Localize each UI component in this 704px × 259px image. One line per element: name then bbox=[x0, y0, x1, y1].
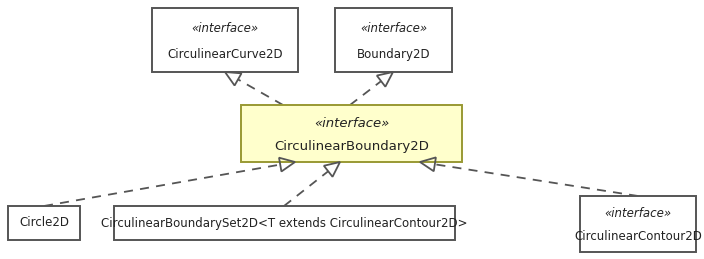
Bar bbox=[241, 105, 462, 162]
Text: Boundary2D: Boundary2D bbox=[357, 48, 430, 61]
Bar bbox=[580, 196, 696, 252]
Bar bbox=[335, 8, 452, 72]
Text: CirculinearBoundarySet2D<T extends CirculinearContour2D>: CirculinearBoundarySet2D<T extends Circu… bbox=[101, 217, 467, 229]
Text: CirculinearCurve2D: CirculinearCurve2D bbox=[167, 48, 283, 61]
Text: Circle2D: Circle2D bbox=[19, 217, 69, 229]
Bar bbox=[114, 206, 455, 240]
Text: «interface»: «interface» bbox=[314, 117, 389, 130]
Text: «interface»: «interface» bbox=[605, 207, 672, 220]
Bar bbox=[8, 206, 80, 240]
Text: CirculinearContour2D: CirculinearContour2D bbox=[574, 230, 702, 243]
Text: «interface»: «interface» bbox=[191, 22, 258, 35]
Text: «interface»: «interface» bbox=[360, 22, 427, 35]
Bar bbox=[152, 8, 298, 72]
Text: CirculinearBoundary2D: CirculinearBoundary2D bbox=[274, 140, 429, 153]
